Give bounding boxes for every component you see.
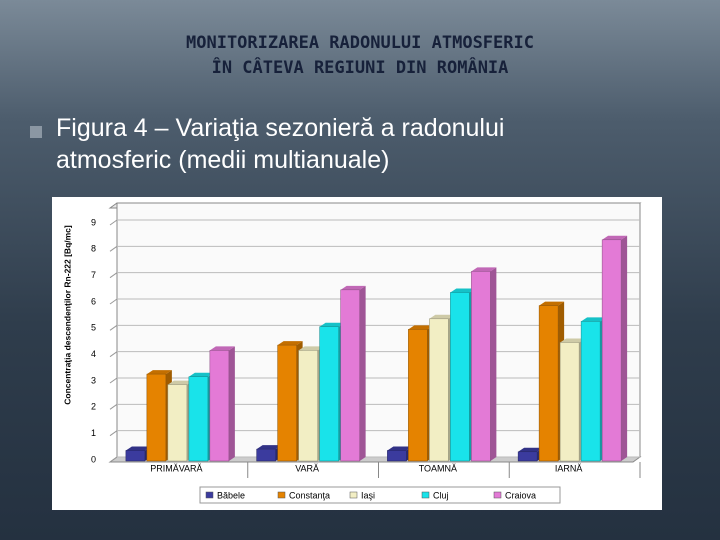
bar-top bbox=[319, 322, 345, 327]
bar bbox=[146, 373, 167, 462]
grid-line bbox=[109, 324, 118, 331]
slide-title: MONITORIZAREA RADONULUI ATMOSFERIC bbox=[186, 33, 534, 53]
legend-label: Craiova bbox=[505, 490, 536, 500]
bar-top bbox=[581, 317, 607, 322]
y-tick-label: 5 bbox=[91, 323, 96, 333]
y-tick-label: 1 bbox=[91, 428, 96, 438]
y-axis-label: Concentraţia descendenţilor Rn-222 [Bq/m… bbox=[62, 225, 72, 405]
bar-top bbox=[560, 338, 586, 343]
legend-label: Cluj bbox=[433, 490, 449, 500]
y-tick-label: 0 bbox=[91, 454, 96, 464]
grid-line bbox=[109, 430, 118, 437]
x-tick-label: IARNĂ bbox=[555, 463, 583, 473]
bar bbox=[340, 289, 360, 462]
legend-label: Iaşi bbox=[361, 490, 375, 500]
grid-line bbox=[109, 219, 118, 226]
grid-line bbox=[109, 298, 118, 305]
bar bbox=[256, 448, 276, 462]
bar-top bbox=[188, 372, 214, 377]
bar-top bbox=[429, 314, 455, 319]
y-tick-label: 3 bbox=[91, 375, 96, 385]
bar bbox=[601, 239, 622, 462]
y-tick-label: 2 bbox=[91, 402, 96, 412]
bar bbox=[319, 326, 339, 462]
bar-side bbox=[621, 235, 628, 461]
bullet-text: Figura 4 – Variaţia sezonieră a radonulu… bbox=[56, 114, 505, 142]
bar bbox=[517, 451, 538, 462]
y-tick-label: 8 bbox=[91, 244, 96, 254]
bar bbox=[471, 271, 491, 462]
grid-line bbox=[109, 403, 118, 410]
grid-line bbox=[109, 351, 118, 358]
grid-line bbox=[109, 272, 118, 279]
x-tick-label: VARĂ bbox=[295, 463, 319, 473]
bar bbox=[580, 321, 601, 462]
bar bbox=[125, 450, 146, 462]
bar-top bbox=[256, 445, 282, 450]
bar-top bbox=[602, 235, 628, 240]
bar-top bbox=[539, 301, 565, 306]
y-tick-label: 4 bbox=[91, 349, 96, 359]
x-tick-label: PRIMĂVARĂ bbox=[150, 463, 202, 473]
grid-line bbox=[109, 377, 118, 384]
bar-top bbox=[340, 285, 366, 290]
bar-side bbox=[228, 346, 235, 461]
bar-side bbox=[359, 285, 366, 461]
legend-label: Constanţa bbox=[289, 490, 330, 500]
bar-side bbox=[490, 267, 497, 461]
bar-top bbox=[125, 446, 151, 451]
legend-label: Băbele bbox=[217, 490, 245, 500]
bar-top bbox=[408, 325, 434, 330]
y-tick-label: 7 bbox=[91, 270, 96, 280]
grid-line bbox=[109, 245, 118, 252]
bar-top bbox=[450, 288, 476, 293]
bar bbox=[559, 342, 580, 462]
slide-title: ÎN CÂTEVA REGIUNI DIN ROMÂNIA bbox=[211, 58, 509, 78]
bar bbox=[538, 305, 559, 462]
bullet-text: atmosferic (medii multianuale) bbox=[56, 146, 390, 174]
bar bbox=[167, 384, 188, 462]
grid-line bbox=[109, 456, 118, 463]
legend-swatch bbox=[205, 491, 214, 499]
bar-top bbox=[387, 446, 413, 451]
bar-top bbox=[471, 267, 497, 272]
bar-top bbox=[167, 380, 193, 385]
bar-top bbox=[277, 341, 303, 346]
bar-top bbox=[146, 370, 172, 375]
bar-top bbox=[298, 346, 324, 351]
bar-top bbox=[518, 447, 544, 452]
legend-swatch bbox=[493, 491, 502, 499]
bar bbox=[387, 450, 407, 462]
legend-swatch bbox=[277, 491, 286, 499]
bar bbox=[188, 376, 209, 462]
bar bbox=[298, 350, 318, 462]
bar bbox=[209, 350, 230, 462]
legend-swatch bbox=[421, 491, 430, 499]
bar bbox=[408, 329, 428, 462]
x-tick-label: TOAMNĂ bbox=[419, 463, 457, 473]
bar bbox=[429, 318, 449, 462]
bar bbox=[450, 292, 470, 462]
bar bbox=[277, 344, 297, 462]
legend-swatch bbox=[349, 491, 358, 499]
y-tick-label: 6 bbox=[91, 296, 96, 306]
y-tick-label: 9 bbox=[91, 217, 96, 227]
bar-top bbox=[209, 346, 235, 351]
legend-box bbox=[199, 486, 561, 504]
bullet-marker bbox=[30, 126, 42, 138]
